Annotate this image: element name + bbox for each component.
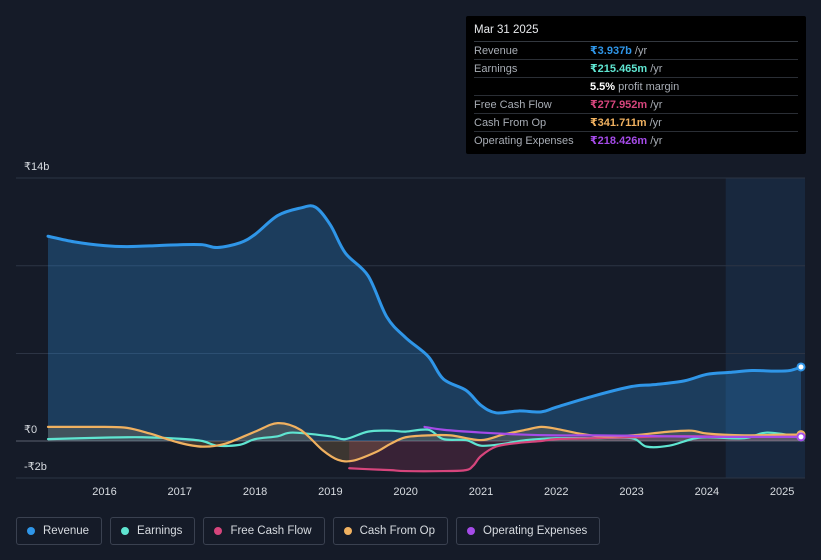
legend-label: Cash From Op: [359, 525, 436, 537]
tooltip-row-value: ₹218.426m: [590, 135, 648, 147]
y-tick-label-bottom: -₹2b: [24, 461, 47, 473]
tooltip-row-unit: /yr: [649, 116, 662, 129]
forecast-shade: [725, 178, 805, 478]
x-tick-label: 2016: [92, 486, 116, 498]
x-tick-label: 2020: [393, 486, 417, 498]
gridlines: [16, 177, 805, 479]
revenue-area: [48, 205, 801, 441]
x-tick-label: 2024: [695, 486, 719, 498]
legend-label: Earnings: [137, 525, 183, 537]
legend-item-revenue[interactable]: Revenue: [16, 517, 103, 545]
legend-label: Operating Expenses: [483, 525, 588, 537]
tooltip-row-unit: /yr: [634, 44, 648, 57]
x-tick-label: 2019: [318, 486, 342, 498]
series-fills: [48, 205, 801, 472]
chart: 2016 2017 2018 2019 2020 2021 2022 2023 2024 2025…: [16, 161, 806, 498]
tooltip-row-value: ₹277.952m: [590, 99, 648, 111]
tooltip-row-value: ₹3.937b: [590, 45, 632, 57]
legend-item-earnings[interactable]: Earnings: [110, 517, 196, 545]
revenue-endpoint: [796, 362, 806, 372]
tooltip-row: Operating Expenses ₹218.426m/yr: [474, 132, 798, 149]
legend: Revenue Earnings Free Cash Flow Cash From O…: [16, 517, 601, 545]
tooltip-row: Revenue ₹3.937b/yr: [474, 42, 798, 60]
tooltip-row: Earnings ₹215.465m/yr: [474, 60, 798, 78]
legend-dot-icon: [467, 527, 476, 535]
legend-item-cash-from-op[interactable]: Cash From Op: [332, 517, 449, 545]
x-tick-label: 2017: [168, 486, 192, 498]
tooltip-row-label: Free Cash Flow: [474, 98, 552, 111]
y-tick-label-zero: ₹0: [24, 424, 37, 436]
x-axis-ticks: 2016 2017 2018 2019 2020 2021 2022 2023 2024 2025: [92, 486, 794, 498]
tooltip-row: Free Cash Flow ₹277.952m/yr: [474, 96, 798, 114]
cash-from-op-area: [48, 423, 801, 462]
x-tick-label: 2021: [469, 486, 493, 498]
y-tick-label-top: ₹14b: [24, 161, 49, 173]
tooltip-date: Mar 31 2025: [474, 24, 798, 42]
tooltip-row-unit: /yr: [650, 134, 663, 147]
tooltip-row-label: Cash From Op: [474, 116, 547, 129]
legend-item-free-cash-flow[interactable]: Free Cash Flow: [203, 517, 325, 545]
x-tick-label: 2022: [544, 486, 568, 498]
tooltip: Mar 31 2025 Revenue ₹3.937b/yr Earnings ₹21…: [466, 16, 806, 154]
tooltip-row: 5.5% profit margin: [474, 78, 798, 96]
x-tick-label: 2025: [770, 486, 794, 498]
tooltip-row-unit: /yr: [650, 98, 663, 111]
series-endpoints: [796, 362, 806, 442]
revenue-line: [46, 204, 803, 415]
tooltip-row-value: ₹341.711m: [590, 117, 647, 129]
legend-label: Revenue: [43, 525, 90, 537]
x-tick-label: 2023: [619, 486, 643, 498]
tooltip-row-value: ₹215.465m: [590, 63, 648, 75]
legend-dot-icon: [343, 527, 352, 535]
tooltip-row-label: Earnings: [474, 62, 518, 75]
series-lines: [46, 204, 803, 473]
operating-expenses-endpoint: [796, 432, 806, 442]
cash-from-op-line: [46, 422, 803, 463]
legend-dot-icon: [214, 527, 223, 535]
legend-dot-icon: [121, 527, 130, 535]
x-tick-label: 2018: [243, 486, 267, 498]
tooltip-row-value: 5.5%: [590, 80, 616, 93]
legend-item-operating-expenses[interactable]: Operating Expenses: [456, 517, 601, 545]
free-cash-flow-area: [349, 435, 801, 472]
tooltip-row-unit: profit margin: [618, 80, 680, 93]
tooltip-row-unit: /yr: [650, 62, 663, 75]
tooltip-row-label: Operating Expenses: [474, 134, 574, 147]
legend-dot-icon: [27, 527, 35, 535]
legend-label: Free Cash Flow: [230, 525, 312, 537]
tooltip-row: Cash From Op ₹341.711m/yr: [474, 114, 798, 132]
tooltip-rows: Revenue ₹3.937b/yr Earnings ₹215.465m/yr 5.5…: [474, 42, 798, 149]
tooltip-row-label: Revenue: [474, 44, 519, 57]
operating-expenses-line: [423, 425, 803, 439]
